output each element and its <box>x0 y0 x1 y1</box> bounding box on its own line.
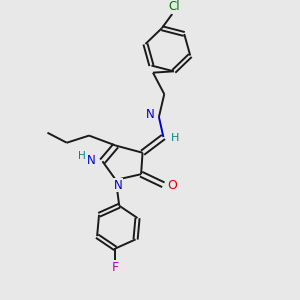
Text: N: N <box>114 178 123 192</box>
Text: N: N <box>87 154 95 167</box>
Text: H: H <box>170 133 179 142</box>
Text: H: H <box>78 151 86 160</box>
Text: N: N <box>146 108 154 121</box>
Text: F: F <box>112 261 119 274</box>
Text: O: O <box>167 179 177 192</box>
Text: Cl: Cl <box>168 0 179 13</box>
